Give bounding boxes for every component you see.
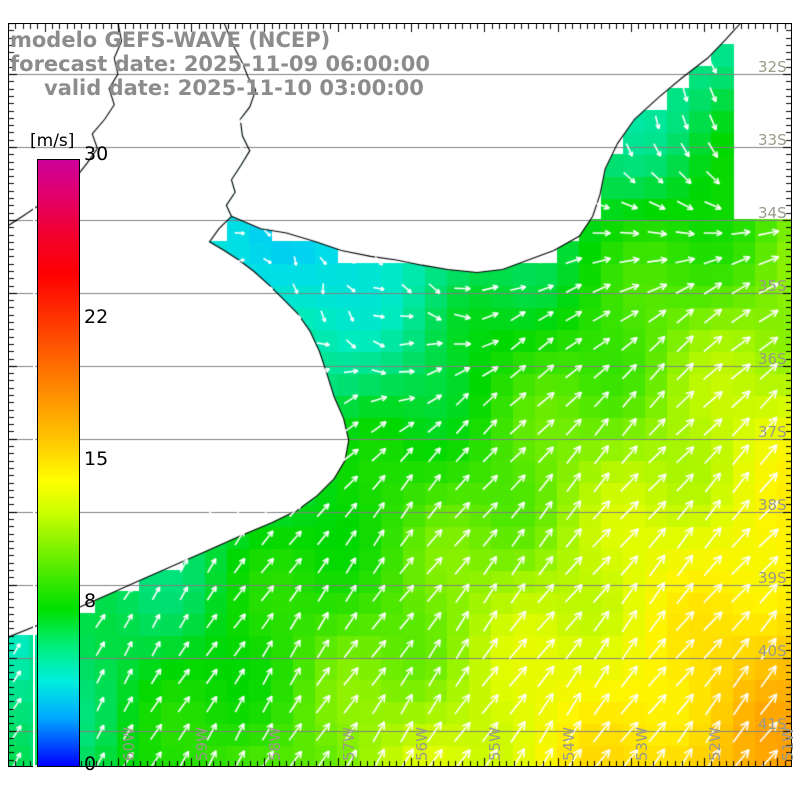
page-title: modelo GEFS-WAVE (NCEP) — [10, 28, 331, 52]
colorbar-tick-22: 22 — [84, 305, 109, 328]
colorbar — [33, 155, 80, 767]
valid-date-label: valid date: 2025-11-10 03:00:00 — [44, 76, 424, 100]
colorbar-tick-0: 0 — [84, 753, 97, 775]
colorbar-unit-label: [m/s] — [30, 131, 75, 151]
lon-label-54W: 54W — [559, 727, 578, 761]
lat-label-40S: 40S — [758, 641, 787, 660]
colorbar-tick-8: 8 — [84, 590, 97, 613]
colorbar-tick-15: 15 — [84, 448, 109, 470]
lon-label-57W: 57W — [339, 727, 358, 761]
lat-label-33S: 33S — [758, 131, 787, 149]
lat-label-37S: 37S — [758, 422, 787, 441]
lon-label-60W: 60W — [119, 727, 138, 761]
wind-vectors — [8, 23, 792, 767]
lat-label-34S: 34S — [758, 203, 787, 222]
lon-label-52W: 52W — [706, 727, 725, 761]
lon-label-51W: 51W — [779, 727, 798, 761]
lon-label-53W: 53W — [632, 727, 651, 761]
lon-label-58W: 58W — [266, 727, 285, 761]
lat-label-38S: 38S — [758, 495, 787, 514]
lon-label-56W: 56W — [412, 727, 431, 761]
colorbar-frame — [33, 155, 80, 767]
lat-label-39S: 39S — [758, 568, 787, 587]
colorbar-tick-30: 30 — [84, 143, 109, 165]
lon-label-59W: 59W — [193, 727, 212, 761]
forecast-date-label: forecast date: 2025-11-09 06:00:00 — [10, 52, 430, 76]
lat-label-36S: 36S — [758, 349, 787, 368]
lat-label-35S: 35S — [758, 276, 787, 295]
map-plot-area — [8, 23, 792, 767]
lat-label-32S: 32S — [758, 58, 787, 77]
colorbar-gradient — [37, 159, 80, 767]
lon-label-55W: 55W — [486, 727, 505, 761]
